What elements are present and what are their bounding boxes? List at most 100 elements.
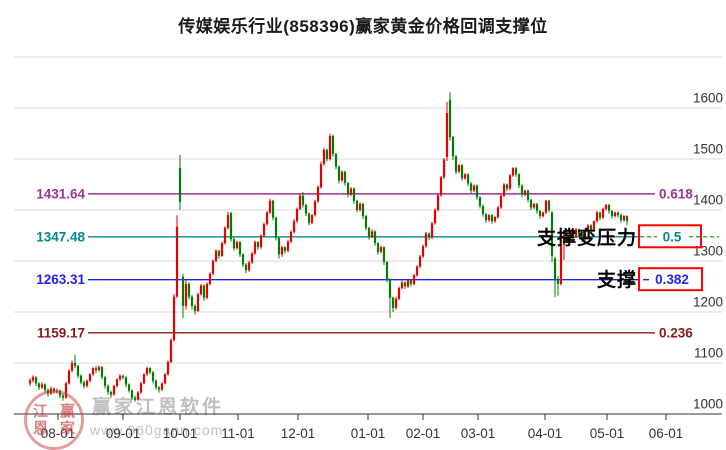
watermark-url-text: www.360gann.com: [90, 422, 224, 438]
candle-body: [463, 174, 467, 179]
fib-ratio-box: [638, 267, 703, 292]
candle-body: [37, 383, 41, 388]
candle-body: [283, 247, 287, 251]
candle-body: [418, 256, 422, 267]
x-axis-label: 11-01: [221, 426, 255, 441]
candle-body: [409, 280, 413, 284]
candle-body: [583, 230, 587, 240]
candle-body: [115, 379, 119, 386]
candle-body: [361, 203, 365, 217]
candle-body: [430, 223, 434, 238]
candle-body: [31, 377, 35, 381]
candle-body: [103, 377, 107, 386]
candle-body: [466, 174, 470, 184]
x-axis-label: 01-01: [351, 426, 386, 441]
candle-body: [562, 234, 566, 245]
candle-body: [340, 171, 344, 181]
candle-body: [550, 212, 554, 256]
candle-body: [487, 215, 491, 221]
candle-body: [193, 305, 197, 311]
candle-body: [520, 185, 524, 195]
fib-ratio-label-bg: [657, 228, 687, 245]
watermark-brand-text: 赢家江恩软件: [92, 397, 225, 418]
candle-body: [229, 213, 233, 240]
candle-body: [586, 225, 590, 231]
candle-body: [439, 177, 443, 196]
candle-body: [544, 200, 548, 213]
candle-body: [595, 212, 599, 222]
candle-body: [187, 283, 191, 297]
candle-body: [553, 258, 557, 281]
candle-body: [349, 188, 353, 195]
candle-body: [454, 156, 458, 172]
candle-body: [151, 372, 155, 381]
x-axis-label: 05-01: [590, 426, 625, 441]
candle-body: [379, 247, 383, 252]
candle-body: [604, 204, 608, 209]
candle-body: [427, 233, 431, 238]
candle-body: [568, 231, 572, 241]
candle-body: [304, 204, 308, 214]
x-axis-label: 12-01: [281, 426, 316, 441]
candle-body: [517, 174, 521, 186]
y-axis-label: 1500: [693, 142, 723, 157]
candle-body: [223, 227, 227, 244]
fib-ratio-label: 0.5: [663, 229, 682, 244]
candle-body: [82, 382, 86, 386]
x-axis-label: 10-01: [163, 426, 198, 441]
candle-body: [406, 280, 410, 287]
candle-body: [367, 227, 371, 237]
candle-body: [319, 164, 323, 188]
candle-body: [109, 392, 113, 395]
candle-body: [259, 235, 263, 248]
candle-body: [130, 390, 134, 398]
candle-body: [442, 159, 446, 178]
y-axis-label: 1400: [693, 193, 723, 208]
candle-body: [472, 185, 476, 191]
candle-body: [493, 217, 497, 222]
x-axis-label: 04-01: [528, 426, 563, 441]
candle-body: [142, 374, 146, 384]
candle-body: [148, 368, 152, 373]
candle-body: [253, 242, 257, 254]
candle-body: [43, 384, 47, 391]
candle-body: [382, 247, 386, 263]
candle-body: [400, 282, 404, 289]
candle-body: [256, 242, 260, 248]
candle-body: [274, 217, 278, 239]
candle-body: [592, 221, 596, 230]
candle-body: [571, 231, 575, 237]
x-axis-label: 02-01: [406, 426, 441, 441]
candle-body: [331, 136, 335, 154]
candle-body: [211, 261, 215, 274]
candle-body: [64, 383, 68, 398]
candle-body: [166, 361, 170, 375]
page-title: 传媒娱乐行业(858396)赢家黄金价格回调支撑位: [178, 17, 548, 36]
candle-body: [79, 375, 83, 383]
candle-body: [358, 203, 362, 210]
candle-body: [622, 216, 626, 221]
candle-body: [580, 234, 584, 240]
y-axis-label: 1600: [693, 91, 723, 106]
candle-body: [178, 168, 182, 202]
candle-body: [445, 113, 449, 157]
candle-body: [241, 254, 245, 265]
fib-ratio-box: [638, 224, 702, 249]
candle-body: [133, 397, 137, 400]
candle-body: [316, 187, 320, 202]
candle-body: [376, 243, 380, 252]
candle-body: [277, 238, 281, 255]
candle-body: [559, 244, 563, 284]
candle-body: [541, 212, 545, 217]
x-axis-label: 06-01: [649, 426, 684, 441]
candle-body: [460, 165, 464, 179]
candle-body: [385, 262, 389, 280]
candle-body: [526, 190, 530, 200]
candle-body: [217, 250, 221, 256]
candle-body: [412, 275, 416, 284]
candle-body: [322, 149, 326, 165]
candle-body: [85, 380, 89, 386]
candle-body: [214, 250, 218, 261]
candle-body: [436, 195, 440, 210]
y-axis-label: 1100: [694, 346, 723, 361]
